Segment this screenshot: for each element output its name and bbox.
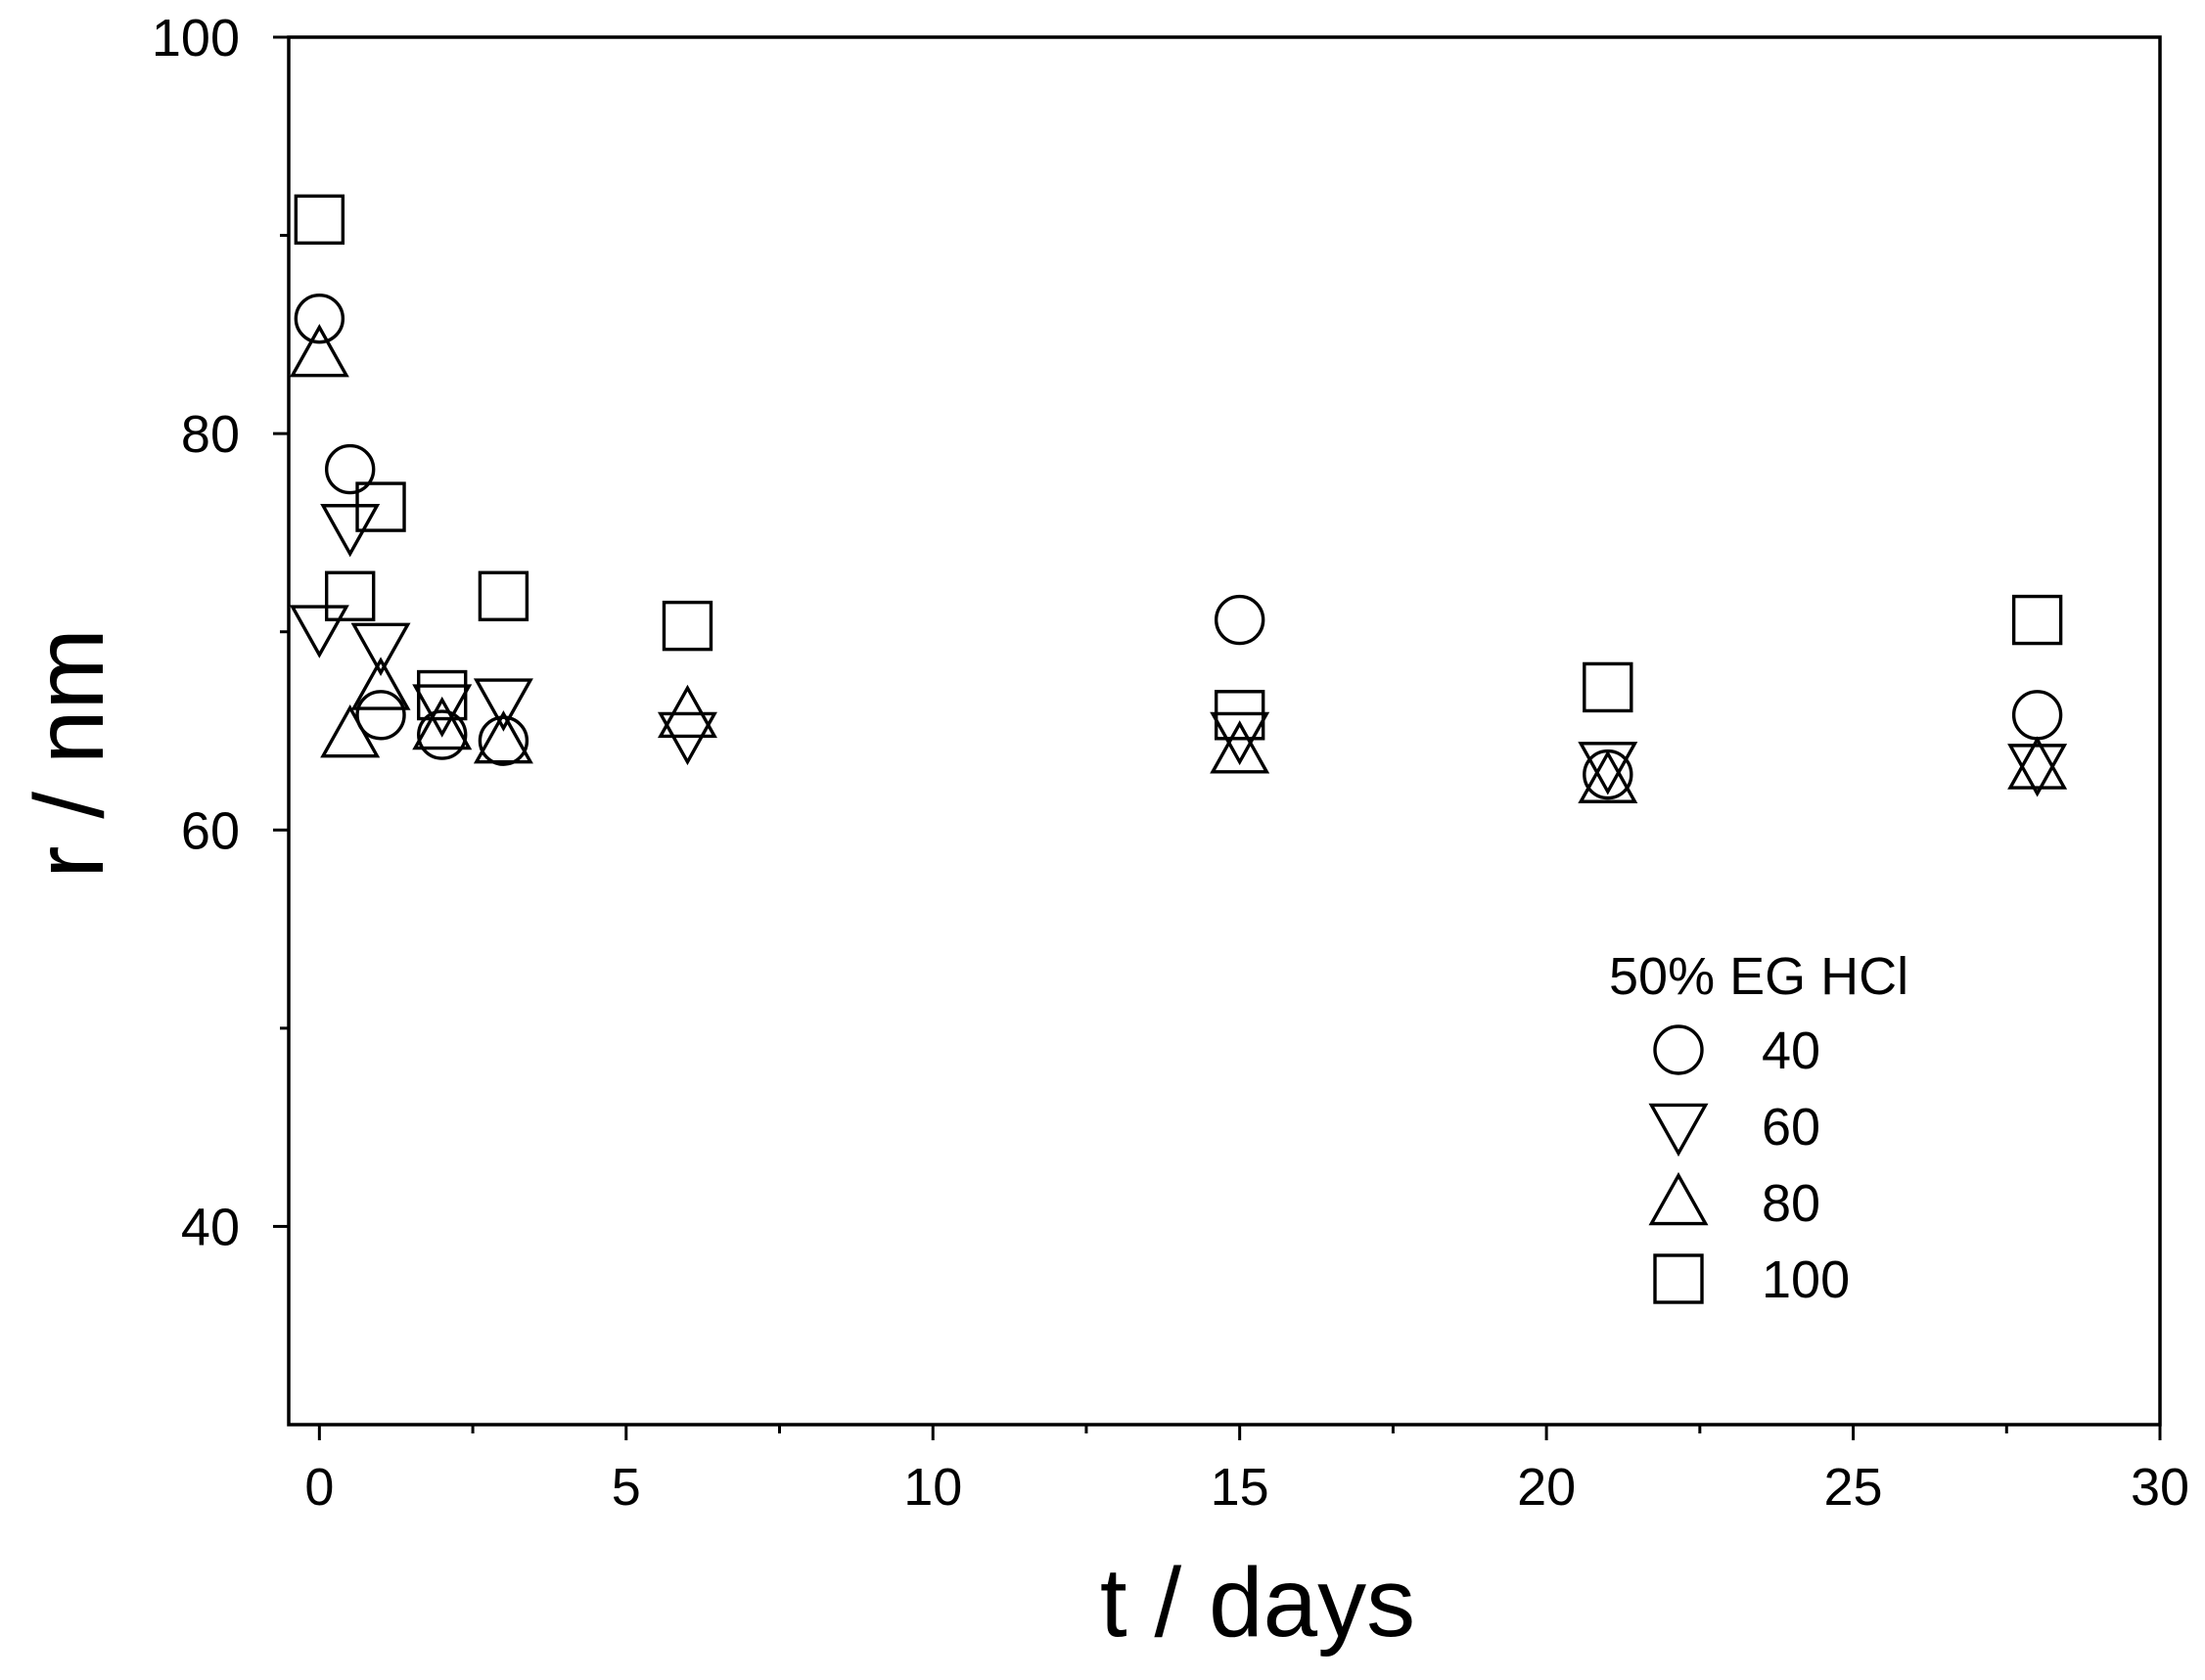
- axis-ticks: [273, 35, 2162, 1440]
- data-point-triangle-up: [1210, 720, 1270, 774]
- data-point-triangle-up: [320, 704, 381, 758]
- data-point-triangle-down: [289, 605, 349, 658]
- data-point-triangle-up: [289, 324, 349, 378]
- legend-label: 100: [1762, 1250, 1850, 1309]
- y-tick-label: 100: [152, 9, 240, 68]
- data-point-triangle-up: [1578, 749, 1638, 803]
- y-tick-label: 80: [181, 405, 240, 464]
- data-point-circle: [2011, 690, 2063, 741]
- data-point-circle: [478, 715, 529, 766]
- data-point-circle: [1214, 594, 1265, 646]
- data-point-triangle-up: [350, 657, 411, 710]
- data-point-square: [1583, 661, 1633, 713]
- series-80: [289, 324, 2068, 803]
- x-axis-title: t / days: [1100, 1548, 1415, 1657]
- x-tick-label: 15: [1211, 1458, 1269, 1517]
- x-tick-label: 5: [612, 1458, 641, 1517]
- data-point-triangle-up: [412, 696, 473, 750]
- data-point-square: [478, 570, 529, 621]
- data-point-square: [1214, 690, 1265, 741]
- x-tick-label: 20: [1517, 1458, 1576, 1517]
- data-point-square: [2011, 594, 2063, 646]
- data-point-triangle-down: [350, 622, 411, 676]
- legend-marker-triangle-up: [1648, 1171, 1709, 1226]
- legend-label: 80: [1762, 1174, 1820, 1233]
- data-point-circle: [355, 690, 406, 741]
- tick-labels: 0 5 10 15 20 25 30 40 60 80 100: [152, 9, 2189, 1517]
- y-tick-label: 60: [181, 801, 240, 860]
- data-point-square: [417, 669, 468, 721]
- data-point-circle: [324, 443, 376, 495]
- legend-marker-circle: [1653, 1024, 1704, 1075]
- data-point-circle: [417, 709, 468, 760]
- x-tick-label: 0: [304, 1458, 334, 1517]
- data-point-square: [662, 600, 713, 652]
- data-points: [289, 194, 2068, 803]
- series-100: [294, 194, 2063, 741]
- legend-label: 40: [1762, 1022, 1820, 1080]
- data-point-triangle-up: [473, 710, 533, 764]
- x-tick-label: 30: [2131, 1458, 2189, 1517]
- data-point-square: [324, 570, 376, 621]
- data-point-triangle-down: [1578, 742, 1638, 795]
- series-60: [289, 504, 2068, 797]
- x-tick-label: 25: [1824, 1458, 1883, 1517]
- series-40: [294, 293, 2063, 800]
- legend-label: 60: [1762, 1098, 1820, 1157]
- data-point-square: [294, 194, 345, 246]
- data-point-circle: [294, 293, 345, 344]
- legend-title: 50% EG HCl: [1609, 947, 1908, 1006]
- data-point-square: [355, 481, 406, 532]
- data-point-triangle-down: [473, 678, 533, 732]
- data-point-triangle-up: [2007, 736, 2068, 790]
- legend-marker-square: [1653, 1253, 1704, 1304]
- data-point-triangle-up: [657, 684, 717, 739]
- legend: 50% EG HCl 40 60 80 100: [1609, 947, 1908, 1309]
- legend-marker-triangle-down: [1648, 1103, 1709, 1158]
- y-tick-label: 40: [181, 1198, 240, 1256]
- data-point-triangle-down: [2007, 744, 2068, 797]
- data-point-triangle-down: [412, 684, 473, 738]
- y-axis-title: r / nm: [15, 628, 124, 879]
- plot-frame: [287, 35, 2162, 1427]
- x-tick-label: 10: [903, 1458, 962, 1517]
